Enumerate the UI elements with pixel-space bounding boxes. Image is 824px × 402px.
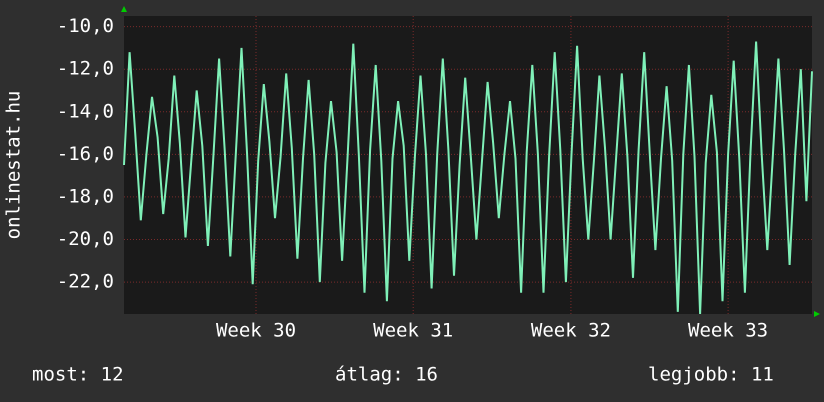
data-line — [123, 41, 813, 315]
y-axis-label: onlinestat.hu — [3, 91, 25, 240]
y-tick-label: -14,0 — [57, 100, 114, 122]
y-tick-label: -20,0 — [57, 228, 114, 250]
x-tick-label: Week 31 — [373, 320, 453, 342]
y-tick-label: -10,0 — [57, 15, 114, 37]
plot-area — [124, 16, 812, 314]
y-tick-label: -18,0 — [57, 185, 114, 207]
footer-best: legjobb: 11 — [648, 364, 774, 386]
x-tick-label: Week 30 — [216, 320, 296, 342]
x-tick-label: Week 33 — [688, 320, 768, 342]
x-arrow — [814, 311, 820, 317]
y-tick-label: -22,0 — [57, 271, 114, 293]
y-tick-label: -12,0 — [57, 58, 114, 80]
y-tick-label: -16,0 — [57, 143, 114, 165]
x-tick-label: Week 32 — [531, 320, 611, 342]
footer-average: átlag: 16 — [335, 364, 438, 386]
footer-current: most: 12 — [32, 364, 124, 386]
y-arrow — [121, 6, 127, 12]
